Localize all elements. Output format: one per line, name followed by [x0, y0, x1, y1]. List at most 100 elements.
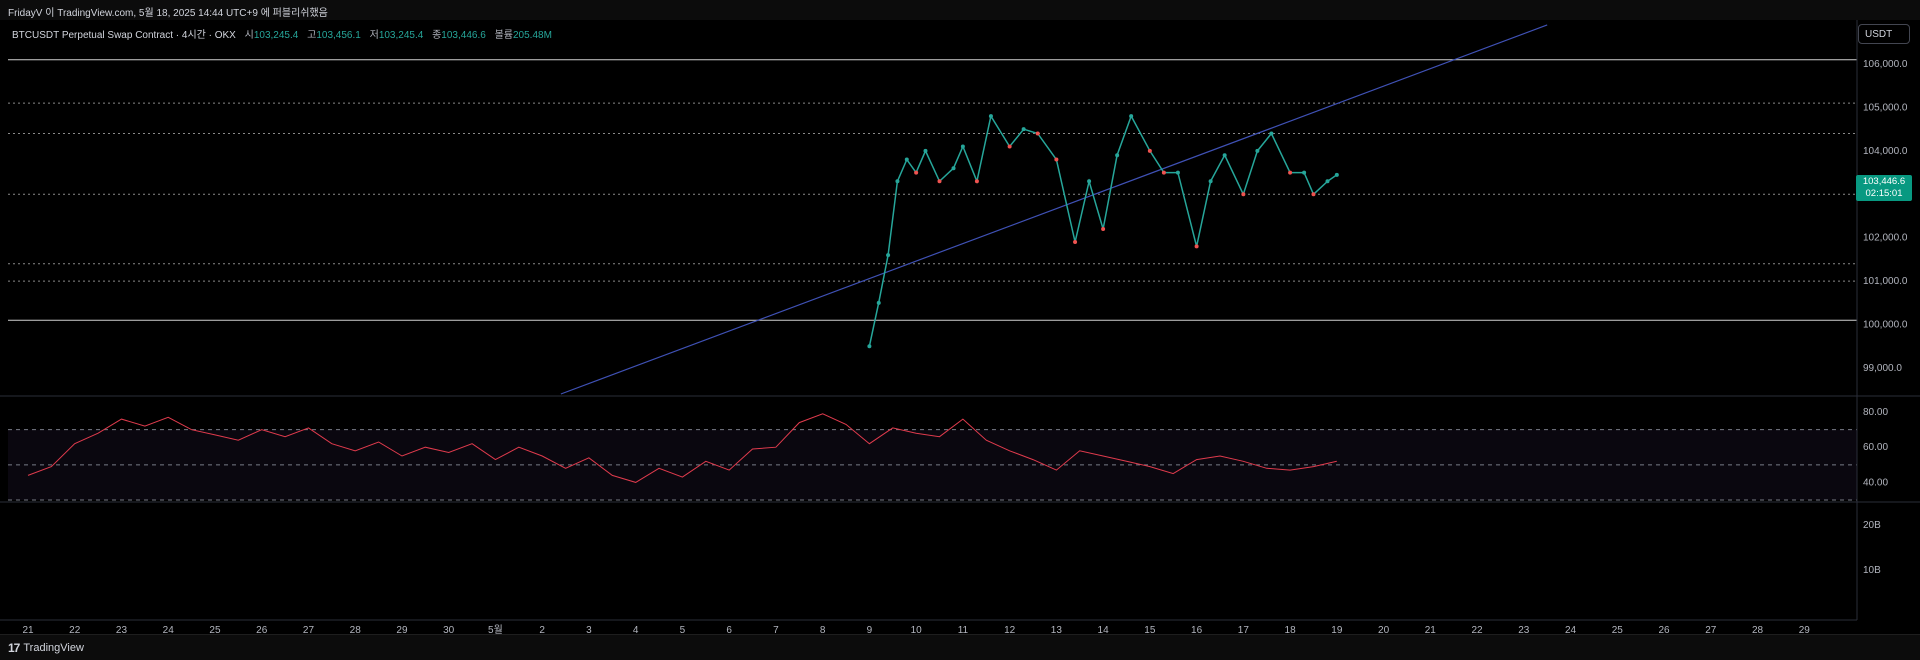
- time-tick-label: 25: [209, 625, 221, 634]
- time-tick-label: 5월: [488, 624, 503, 634]
- price-point: [1021, 127, 1026, 132]
- price-point: [1325, 179, 1330, 184]
- time-tick-label: 21: [22, 625, 34, 634]
- time-tick-label: 17: [1238, 625, 1250, 634]
- time-tick-label: 12: [1004, 625, 1016, 634]
- price-point: [951, 166, 956, 171]
- price-point: [1334, 172, 1339, 177]
- time-tick-label: 7: [773, 625, 779, 634]
- publish-info-text: FridayV 이 TradingView.com, 5월 18, 2025 1…: [8, 8, 328, 19]
- time-tick-label: 27: [1705, 625, 1717, 634]
- time-tick-label: 29: [1799, 625, 1811, 634]
- price-point: [1087, 179, 1092, 184]
- close-value: 103,446.6: [441, 30, 486, 41]
- price-point: [1161, 170, 1166, 175]
- footer-bar: 17 TradingView: [0, 634, 1920, 660]
- time-tick-label: 22: [1472, 625, 1484, 634]
- time-tick-label: 2: [539, 625, 545, 634]
- time-tick-label: 20: [1378, 625, 1390, 634]
- tradingview-logo-icon: 17: [8, 641, 20, 655]
- price-close-line: [868, 114, 1338, 347]
- rsi-panel: [8, 413, 1857, 501]
- time-tick-label: 14: [1098, 625, 1110, 634]
- currency-button[interactable]: USDT: [1858, 24, 1910, 44]
- last-price-value: 103,446.6: [1862, 176, 1906, 187]
- time-tick-label: 19: [1331, 625, 1343, 634]
- price-point: [895, 179, 900, 184]
- time-tick-label: 16: [1191, 625, 1203, 634]
- price-point: [914, 170, 919, 175]
- price-tick-label: 105,000.0: [1863, 102, 1908, 113]
- time-tick-label: 23: [1518, 625, 1530, 634]
- volume-tick-label: 20B: [1863, 520, 1881, 531]
- rsi-band: [8, 429, 1857, 500]
- symbol-title: BTCUSDT Perpetual Swap Contract · 4시간 · …: [12, 30, 236, 41]
- price-point: [1175, 170, 1180, 175]
- high-value: 103,456.1: [316, 30, 361, 41]
- high-label: 고: [307, 30, 317, 41]
- price-point: [1073, 240, 1078, 245]
- time-tick-label: 13: [1051, 625, 1063, 634]
- price-point: [937, 179, 942, 184]
- symbol-legend: BTCUSDT Perpetual Swap Contract · 4시간 · …: [12, 26, 552, 41]
- price-tick-label: 101,000.0: [1863, 276, 1908, 287]
- price-point: [974, 179, 979, 184]
- price-point: [867, 344, 872, 349]
- price-point: [1129, 114, 1134, 119]
- time-tick-label: 15: [1144, 625, 1156, 634]
- price-tick-label: 104,000.0: [1863, 146, 1908, 157]
- time-tick-label: 30: [443, 625, 455, 634]
- price-tick-label: 102,000.0: [1863, 233, 1908, 244]
- price-point: [1115, 153, 1120, 158]
- price-tick-label: 100,000.0: [1863, 320, 1908, 331]
- volume-label: 볼륨: [494, 30, 513, 41]
- time-tick-label: 5: [680, 625, 686, 634]
- time-tick-label: 25: [1612, 625, 1624, 634]
- price-point: [1288, 170, 1293, 175]
- time-tick-label: 11: [958, 625, 969, 634]
- bar-countdown: 02:15:01: [1865, 188, 1903, 199]
- time-tick-label: 24: [163, 625, 175, 634]
- chart-canvas[interactable]: 106,000.0105,000.0104,000.0103,000.0102,…: [0, 20, 1920, 634]
- price-point: [1101, 227, 1106, 232]
- trendline: [560, 24, 1548, 395]
- time-tick-label: 26: [1658, 625, 1670, 634]
- time-tick-label: 28: [350, 625, 362, 634]
- time-tick-label: 18: [1285, 625, 1297, 634]
- open-value: 103,245.4: [253, 30, 299, 41]
- price-point: [1194, 244, 1199, 249]
- time-tick-label: 24: [1565, 625, 1577, 634]
- close-label: 종: [432, 30, 442, 41]
- low-label: 저: [369, 30, 379, 41]
- time-tick-label: 8: [820, 625, 826, 634]
- price-point: [1241, 192, 1246, 197]
- time-tick-label: 3: [586, 625, 592, 634]
- time-tick-label: 28: [1752, 625, 1764, 634]
- time-tick-label: 4: [633, 625, 639, 634]
- time-tick-label: 10: [911, 625, 923, 634]
- price-point: [876, 300, 881, 305]
- time-tick-label: 6: [726, 625, 732, 634]
- price-point: [960, 144, 965, 149]
- price-tick-label: 99,000.0: [1863, 363, 1902, 374]
- price-point: [923, 148, 928, 153]
- rsi-tick-label: 40.00: [1863, 477, 1888, 488]
- volume-value: 205.48M: [512, 30, 552, 41]
- tradingview-logo[interactable]: 17 TradingView: [8, 641, 84, 655]
- time-tick-label: 27: [303, 625, 315, 634]
- price-point: [886, 253, 891, 258]
- open-label: 시: [244, 30, 254, 41]
- price-point: [1255, 148, 1260, 153]
- chart-pane[interactable]: 106,000.0105,000.0104,000.0103,000.0102,…: [0, 20, 1920, 634]
- brand-name: TradingView: [23, 642, 84, 654]
- price-panel: [8, 24, 1857, 395]
- time-tick-label: 26: [256, 625, 268, 634]
- rsi-line: [27, 413, 1337, 483]
- price-point: [1302, 170, 1307, 175]
- time-tick-label: 22: [69, 625, 81, 634]
- price-point: [1269, 131, 1274, 136]
- time-tick-label: 9: [867, 625, 873, 634]
- price-point: [1035, 131, 1040, 136]
- price-point: [1054, 157, 1059, 162]
- price-tick-label: 106,000.0: [1863, 59, 1908, 70]
